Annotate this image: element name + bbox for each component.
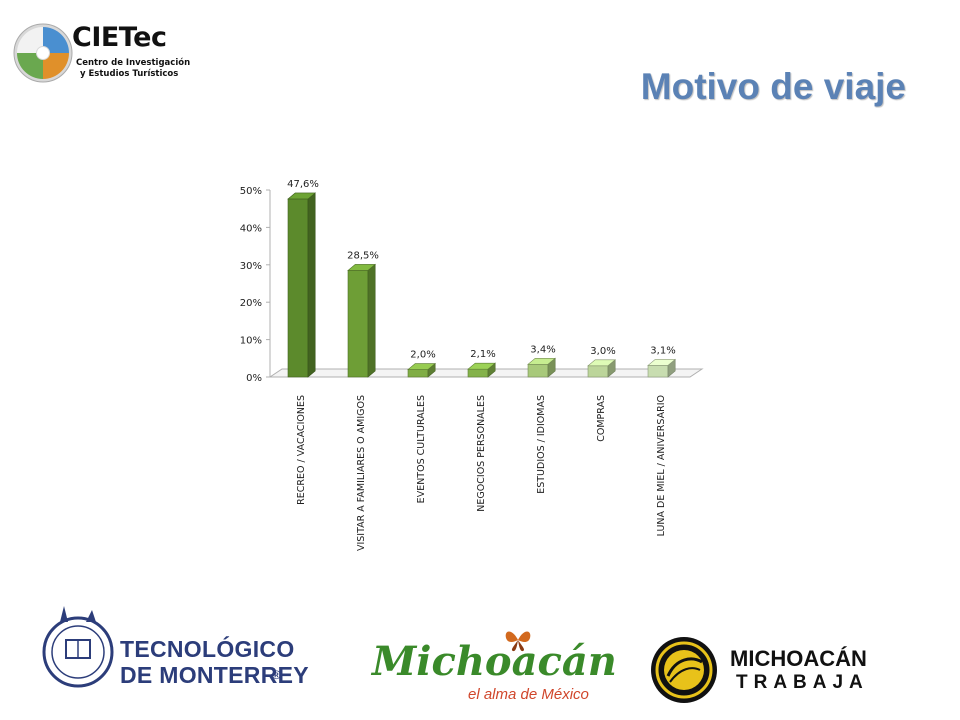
tec-monterrey-logo: TECNOLÓGICO DE MONTERREY ® [40, 602, 309, 692]
bar-6 [587, 359, 617, 378]
bar-3 [407, 362, 437, 378]
data-label: 28,5% [347, 250, 379, 261]
y-tick-label: 50% [240, 186, 262, 197]
cietec-logo-subtitle-2: y Estudios Turísticos [80, 69, 179, 79]
bar-top [647, 359, 677, 366]
bar-side [307, 192, 316, 378]
bar-front [647, 365, 669, 378]
bar-front [587, 365, 609, 378]
bar-5 [527, 357, 557, 378]
bar-2 [347, 263, 377, 378]
x-category-label: VISITAR A FAMILIARES O AMIGOS [356, 395, 367, 551]
bar-front [527, 363, 549, 378]
x-category-label: ESTUDIOS / IDIOMAS [536, 395, 547, 494]
tec-logo-line-2: DE MONTERREY [120, 662, 309, 688]
y-tick-label: 30% [240, 261, 262, 272]
data-label: 2,1% [470, 349, 495, 360]
tec-seal-icon [42, 606, 114, 688]
trabaja-logo-line-1: MICHOACÁN [730, 646, 867, 671]
bar-7 [647, 358, 677, 378]
x-category-label: COMPRAS [596, 395, 607, 442]
bar-1 [287, 192, 317, 378]
bar-4 [467, 362, 497, 378]
x-category-label: EVENTOS CULTURALES [416, 395, 427, 503]
page-title: Motivo de viaje [640, 66, 906, 107]
michoacan-trabaja-logo: MICHOACÁN TRABAJA [650, 636, 890, 706]
bar-top [347, 264, 377, 271]
cietec-logo-subtitle-1: Centro de Investigación [76, 58, 191, 68]
bar-top [527, 357, 557, 365]
bar-front [347, 270, 369, 378]
trabaja-logo-line-2: TRABAJA [736, 672, 869, 693]
butterfly-icon [505, 631, 531, 652]
bar-top [467, 362, 497, 370]
bar-chart: 0% 10% 20% 30% 40% 50% 47,6% RECREO / VACACIONE… [240, 179, 704, 551]
trabaja-emblem-icon [651, 637, 717, 703]
x-category-label: LUNA DE MIEL / ANIVERSARIO [656, 395, 667, 536]
y-tick-label: 20% [240, 298, 262, 309]
cietec-logo [12, 20, 182, 86]
bar-side [367, 263, 376, 378]
y-tick-label: 10% [240, 336, 262, 347]
data-label: 3,0% [590, 346, 615, 357]
data-label: 2,0% [410, 350, 435, 361]
tec-logo-line-1: TECNOLÓGICO [120, 636, 295, 662]
data-label: 3,1% [650, 345, 675, 356]
bar-top [287, 192, 317, 200]
bar-top [407, 363, 437, 370]
x-category-label: RECREO / VACACIONES [296, 395, 307, 505]
tec-logo-registered-mark: ® [272, 668, 282, 682]
y-tick-label: 40% [240, 223, 262, 234]
x-category-label: NEGOCIOS PERSONALES [476, 395, 487, 512]
data-label: 3,4% [530, 344, 555, 355]
y-tick-label: 0% [246, 373, 262, 384]
bar-front [287, 198, 309, 378]
cietec-logo-name: CIETec [72, 22, 167, 53]
michoacan-logo-name: Michoacán [372, 638, 617, 685]
bar-front [467, 368, 489, 378]
bar-front [407, 369, 429, 378]
michoacan-logo: Michoacán el alma de México [372, 630, 617, 710]
michoacan-logo-tagline: el alma de México [468, 686, 589, 703]
bar-top [587, 359, 617, 367]
cietec-emblem-icon [13, 23, 73, 83]
data-label: 47,6% [287, 179, 319, 190]
